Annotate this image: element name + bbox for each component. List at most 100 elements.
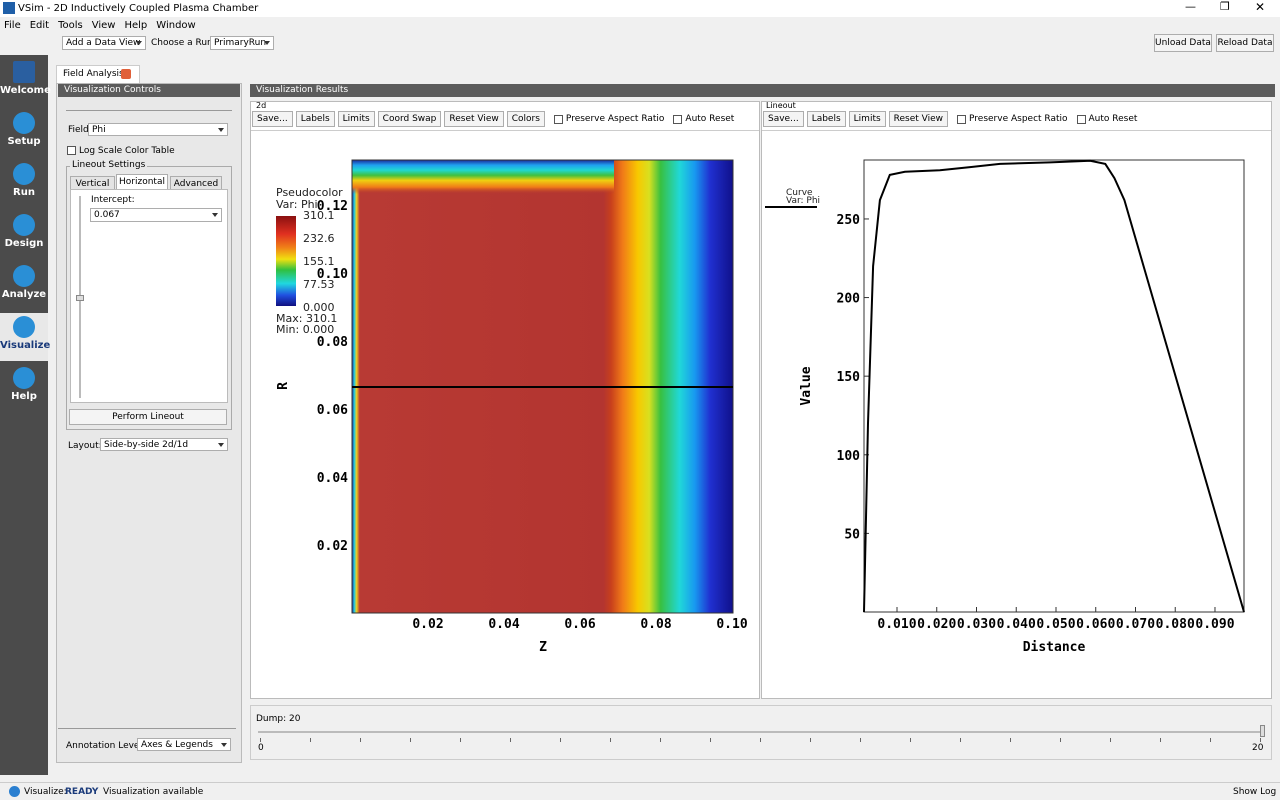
slider-handle[interactable] [76, 295, 84, 301]
tab-horizontal[interactable]: Horizontal [116, 174, 168, 190]
annotation-select[interactable]: Axes & Legends [137, 738, 231, 751]
dump-tick [1210, 738, 1211, 742]
dump-min: 0 [258, 743, 264, 753]
maximize[interactable]: ❐ [1220, 0, 1230, 13]
dump-tick [1110, 738, 1111, 742]
view-button[interactable]: Colors [506, 111, 545, 127]
tab-close[interactable] [121, 69, 131, 79]
sidebar-item[interactable]: Help [0, 364, 48, 412]
dump-tick [1160, 738, 1161, 742]
layout-select[interactable]: Side-by-side 2d/1d [100, 438, 228, 451]
sidebar-icon [13, 112, 35, 134]
sidebar-item[interactable]: Setup [0, 109, 48, 157]
tab-vertical[interactable]: Vertical [70, 176, 115, 190]
tab[interactable]: Field Analysis1 [56, 65, 140, 83]
log-scale-checkbox[interactable] [67, 146, 76, 155]
sidebar-label: Help [11, 391, 37, 402]
dump-tick [760, 738, 761, 742]
lineout-group [66, 166, 232, 430]
sidebar-label: Welcome [0, 85, 51, 96]
menu-item[interactable]: Window [156, 19, 196, 31]
log-scale-label: Log Scale Color Table [79, 146, 175, 156]
dump-tick [460, 738, 461, 742]
field-select[interactable]: Phi [88, 123, 228, 136]
run-select[interactable]: PrimaryRun [210, 36, 274, 50]
add-data-view[interactable]: Add a Data View [62, 36, 146, 50]
checkbox[interactable] [673, 114, 683, 124]
menu-item[interactable]: Help [124, 19, 148, 31]
dump-slider[interactable] [258, 731, 1264, 733]
dump-tick [960, 738, 961, 742]
dump-handle[interactable] [1260, 725, 1265, 737]
view-lineout [761, 101, 1272, 699]
tab-pane [70, 189, 228, 403]
toolbar-2d: Save... Labels Limits Coord Swap Reset View C… [252, 111, 734, 127]
title-bar: VSim - 2D Inductively Coupled Plasma Cha… [0, 0, 1280, 17]
dump-tick [660, 738, 661, 742]
dump-tick [1010, 738, 1011, 742]
dump-tick [310, 738, 311, 742]
dump-tick [1060, 738, 1061, 742]
dump-tick [810, 738, 811, 742]
view-button[interactable]: Save... [252, 111, 293, 127]
intercept-input[interactable]: 0.067 [90, 208, 222, 222]
sidebar-label: Design [4, 238, 44, 249]
show-log[interactable]: Show Log [1233, 787, 1277, 797]
sidebar-label: Visualize [0, 340, 51, 351]
dump-tick [610, 738, 611, 742]
status-icon [9, 786, 20, 797]
menu-bar: File Edit Tools View Help Window [4, 18, 196, 32]
sidebar-icon [13, 265, 35, 287]
checkbox[interactable] [1076, 114, 1086, 124]
sidebar-item[interactable]: Visualize [0, 313, 51, 361]
unload-data[interactable]: Unload Data [1154, 34, 1212, 52]
dump-tick [560, 738, 561, 742]
checkbox-label: Preserve Aspect Ratio [565, 114, 665, 124]
checkbox-label: Auto Reset [1088, 114, 1138, 124]
status-label: Visualize: [24, 787, 67, 797]
view-button[interactable]: Limits [337, 111, 375, 127]
checkbox[interactable] [957, 114, 967, 124]
checkbox[interactable] [553, 114, 563, 124]
dump-tick [860, 738, 861, 742]
lineout-group-title: Lineout Settings [70, 160, 148, 170]
results-header: Visualization Results [250, 84, 1275, 97]
view-button[interactable]: Labels [806, 111, 846, 127]
perform-lineout[interactable]: Perform Lineout [69, 409, 227, 425]
view-button[interactable]: Save... [763, 111, 804, 127]
sidebar-item[interactable]: Design [0, 211, 48, 259]
sidebar-icon [13, 61, 35, 83]
status-bar: Visualize: READY Visualization available… [0, 782, 1280, 800]
sidebar-label: Analyze [1, 289, 47, 300]
menu-item[interactable]: Tools [58, 19, 83, 31]
tab-advanced[interactable]: Advanced [170, 176, 222, 190]
menu-item[interactable]: File [4, 19, 21, 31]
view-button[interactable]: Limits [848, 111, 886, 127]
sidebar-item[interactable]: Welcome [0, 58, 51, 106]
dump-tick [360, 738, 361, 742]
sidebar-item[interactable]: Run [0, 160, 48, 208]
dump-max: 20 [1252, 743, 1264, 753]
field-label: Field [68, 125, 89, 135]
minimize[interactable]: — [1185, 0, 1196, 13]
status-state: READY [65, 787, 99, 797]
checkbox-label: Auto Reset [685, 114, 735, 124]
annotation-label: Annotation Level: [66, 741, 146, 751]
view-button[interactable]: Labels [295, 111, 335, 127]
dump-tick [510, 738, 511, 742]
toolbar-lineout: Save... Labels Limits Reset View Preserve As… [763, 111, 1137, 127]
reload-data[interactable]: Reload Data [1216, 34, 1274, 52]
dump-tick [410, 738, 411, 742]
run-label: Choose a Run: [151, 38, 216, 48]
menu-item[interactable]: Edit [29, 19, 50, 31]
sidebar-icon [13, 163, 35, 185]
menu-item[interactable]: View [91, 19, 116, 31]
sidebar-item[interactable]: Analyze [0, 262, 48, 310]
view-button[interactable]: Coord Swap [377, 111, 442, 127]
close[interactable]: ✕ [1255, 0, 1266, 14]
sidebar-label: Run [13, 187, 35, 198]
view-button[interactable]: Reset View [888, 111, 949, 127]
view-button[interactable]: Reset View [444, 111, 504, 127]
tab-label: Field Analysis1 [63, 69, 130, 79]
